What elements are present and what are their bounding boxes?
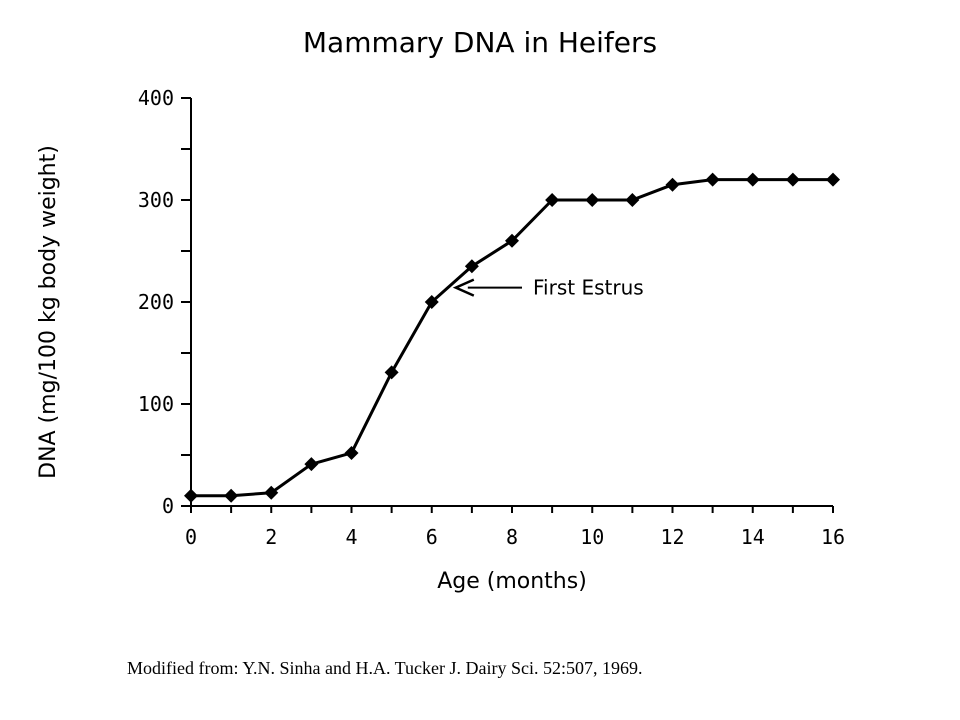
- data-point: [264, 485, 279, 500]
- y-tick-label: 400: [138, 86, 174, 110]
- data-point: [665, 177, 680, 192]
- x-tick-label: 10: [580, 525, 604, 549]
- source-citation: Modified from: Y.N. Sinha and H.A. Tucke…: [127, 658, 643, 678]
- x-tick-label: 14: [741, 525, 765, 549]
- x-tick-label: 4: [345, 525, 357, 549]
- data-point: [184, 488, 198, 503]
- x-tick-label: 8: [506, 525, 518, 549]
- y-axis-title: DNA (mg/100 kg body weight): [36, 145, 61, 479]
- data-point: [424, 295, 439, 309]
- data-point: [464, 259, 479, 274]
- data-point: [224, 488, 239, 503]
- y-tick-label: 0: [162, 494, 174, 518]
- ticks: 0 2 4 6 8 10 12 14 16 0 100 200 300 400: [138, 86, 845, 549]
- x-axis-title: Age (months): [437, 569, 587, 594]
- data-point: [705, 172, 720, 187]
- data-point: [384, 365, 399, 380]
- annotation-label: First Estrus: [533, 276, 644, 300]
- x-tick-label: 16: [821, 525, 845, 549]
- chart-title: Mammary DNA in Heifers: [302, 26, 658, 59]
- data-point: [505, 233, 519, 248]
- annotations: First Estrus: [452, 276, 644, 300]
- data-point: [344, 445, 359, 460]
- y-tick-label: 100: [138, 392, 174, 416]
- annotation-arrowhead: [452, 278, 475, 297]
- data-point: [826, 172, 840, 187]
- x-tick-label: 2: [265, 525, 277, 549]
- data-point: [545, 193, 560, 207]
- y-tick-label: 200: [138, 290, 174, 314]
- x-tick-label: 6: [426, 525, 438, 549]
- axes: [190, 98, 833, 507]
- series: [184, 172, 840, 503]
- data-point: [785, 172, 800, 187]
- data-point: [304, 457, 319, 472]
- data-point: [745, 172, 760, 187]
- y-tick-label: 300: [138, 188, 174, 212]
- x-tick-label: 0: [185, 525, 197, 549]
- x-tick-label: 12: [660, 525, 684, 549]
- data-point: [625, 193, 640, 207]
- data-point: [585, 193, 600, 207]
- series-line: [191, 178, 833, 498]
